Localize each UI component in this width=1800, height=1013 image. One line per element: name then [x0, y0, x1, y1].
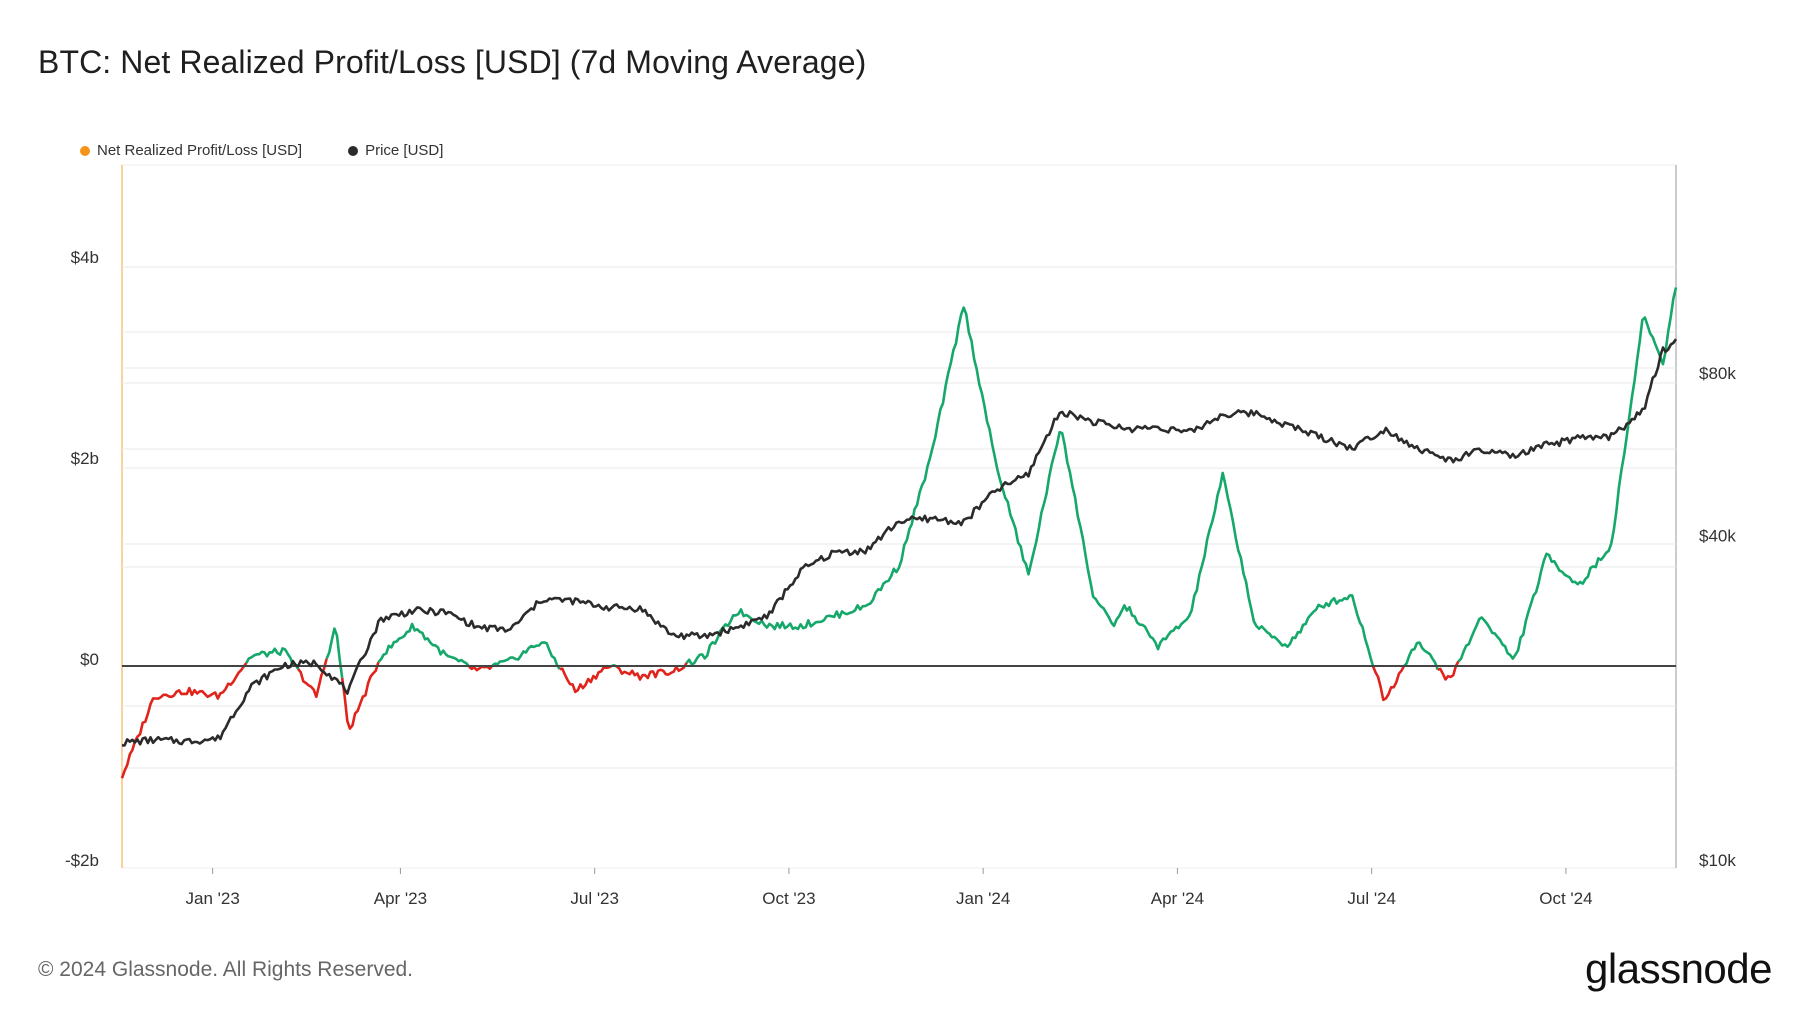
y-right-tick-label: $80k — [1699, 364, 1736, 383]
copyright-text: © 2024 Glassnode. All Rights Reserved. — [38, 958, 414, 981]
nrpl-loss-segment — [1437, 660, 1460, 681]
nrpl-loss-segment — [615, 662, 688, 681]
nrpl-loss-segment — [120, 662, 248, 779]
nrpl-profit-segment — [377, 622, 471, 668]
nrpl-profit-segment — [685, 306, 1375, 667]
y-left-tick-label: -$2b — [65, 851, 99, 870]
nrpl-profit-segment — [1403, 641, 1439, 671]
legend: Net Realized Profit/Loss [USD] Price [US… — [80, 142, 443, 159]
y-axis-left: $4b $2b $0 -$2b — [65, 248, 99, 870]
x-tick-label: Jul '23 — [570, 889, 619, 908]
x-tick-label: Jan '23 — [186, 889, 240, 908]
legend-label-nrpl: Net Realized Profit/Loss [USD] — [97, 142, 303, 159]
nrpl-loss-segment — [297, 658, 328, 699]
y-left-tick-label: $0 — [80, 650, 99, 669]
x-tick-label: Oct '23 — [762, 889, 815, 908]
x-tick-label: Apr '24 — [1151, 889, 1204, 908]
y-axis-right: $80k $40k $10k — [1699, 364, 1736, 870]
y-left-tick-label: $2b — [71, 449, 99, 468]
x-tick-label: Jul '24 — [1347, 889, 1396, 908]
nrpl-loss-segment — [1371, 665, 1406, 702]
nrpl-loss-segment — [468, 664, 494, 672]
price-line — [121, 338, 1678, 747]
nrpl-profit-segment — [491, 641, 561, 670]
nrpl-profit-segment — [325, 627, 344, 679]
chart-area: Jan '23 Apr '23 Jul '23 Oct '23 Jan '24 Apr '… — [65, 164, 1736, 908]
legend-dot-price — [348, 145, 359, 156]
nrpl-loss-segment — [340, 661, 380, 730]
nrpl-profit-segment — [1457, 287, 1678, 663]
legend-item-nrpl[interactable]: Net Realized Profit/Loss [USD] — [80, 142, 302, 159]
x-tick-label: Jan '24 — [956, 889, 1010, 908]
plot-frame — [121, 164, 1677, 869]
x-tick-label: Apr '23 — [374, 889, 427, 908]
legend-dot-nrpl — [80, 145, 90, 156]
gridlines — [122, 266, 1676, 769]
legend-label-price: Price [USD] — [365, 142, 444, 159]
series-layer — [120, 287, 1678, 779]
y-left-tick-label: $4b — [71, 248, 99, 267]
chart-title: BTC: Net Realized Profit/Loss [USD] (7d … — [38, 44, 867, 80]
legend-item-price[interactable]: Price [USD] — [348, 142, 443, 159]
x-axis: Jan '23 Apr '23 Jul '23 Oct '23 Jan '24 Apr '… — [186, 868, 1593, 908]
nrpl-loss-segment — [559, 664, 613, 694]
nrpl-profit-segment — [245, 647, 300, 670]
x-tick-label: Oct '24 — [1539, 889, 1592, 908]
glassnode-logo[interactable]: glassnode — [1585, 945, 1772, 992]
y-right-tick-label: $40k — [1699, 526, 1736, 545]
y-right-tick-label: $10k — [1699, 851, 1736, 870]
